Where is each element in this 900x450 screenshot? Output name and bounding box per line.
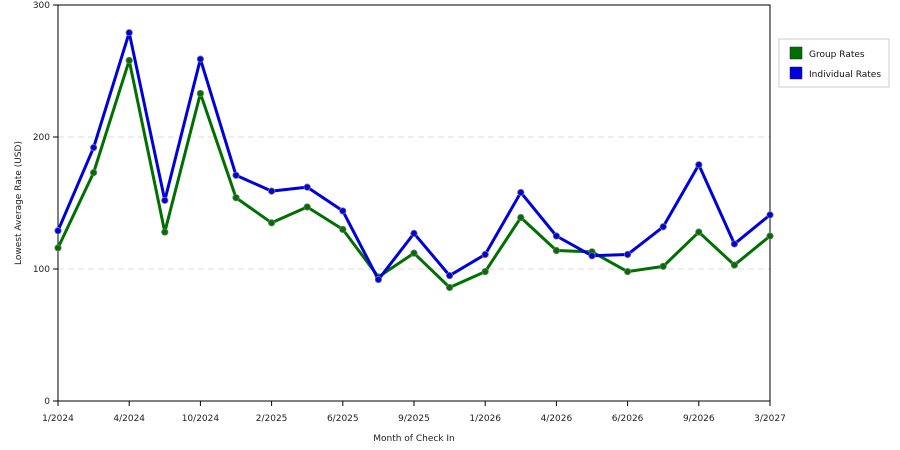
x-axis-ticks: 1/2024 4/2024 10/2024 2/2025 6/2025 9/2025 1/2… <box>42 401 786 424</box>
y-tick-label: 300 <box>33 1 50 11</box>
data-point <box>659 262 667 270</box>
x-tick-label: 4/2024 <box>113 414 145 424</box>
data-point <box>445 271 454 280</box>
y-axis-ticks: 0 100 200 300 <box>33 1 58 407</box>
x-tick-label: 9/2026 <box>683 414 715 424</box>
data-point <box>588 252 596 260</box>
data-point <box>445 283 454 292</box>
data-point <box>161 196 169 204</box>
legend-swatch-group <box>789 46 803 60</box>
legend: Group Rates Individual Rates <box>778 38 890 88</box>
data-point <box>623 250 632 259</box>
data-point <box>339 207 347 215</box>
data-point <box>481 250 489 259</box>
series-line <box>56 31 771 282</box>
data-point <box>90 143 98 152</box>
x-tick-label: 10/2024 <box>182 414 220 424</box>
x-tick-label: 9/2025 <box>398 414 430 424</box>
x-axis-title: Month of Check In <box>373 434 455 444</box>
legend-swatch-individual <box>789 66 803 80</box>
data-point <box>303 183 311 191</box>
y-tick-label: 200 <box>33 133 50 143</box>
data-point <box>517 188 525 197</box>
data-point <box>695 228 703 236</box>
data-point <box>196 89 204 98</box>
data-point <box>374 275 382 284</box>
data-point <box>125 56 133 65</box>
y-axis-title: Lowest Average Rate (USD) <box>14 141 24 265</box>
x-tick-label: 6/2026 <box>612 414 644 424</box>
data-point <box>410 249 418 257</box>
data-point <box>730 261 739 269</box>
data-point <box>623 268 632 276</box>
data-point <box>517 213 525 222</box>
legend-label-group: Group Rates <box>809 50 865 60</box>
data-point <box>695 161 703 169</box>
x-tick-label: 6/2025 <box>327 414 359 424</box>
data-point <box>410 229 418 237</box>
data-point <box>659 223 667 231</box>
data-point <box>303 203 311 211</box>
data-point <box>125 29 133 37</box>
x-tick-label: 2/2025 <box>256 414 288 424</box>
y-tick-label: 0 <box>44 397 50 407</box>
x-tick-label: 4/2026 <box>541 414 573 424</box>
data-point <box>267 187 276 195</box>
data-point <box>481 268 489 276</box>
data-point <box>196 55 204 63</box>
data-point <box>54 227 62 235</box>
data-point <box>730 240 739 248</box>
data-point <box>161 228 169 236</box>
data-point <box>232 194 240 202</box>
data-point <box>766 211 774 219</box>
x-tick-label: 1/2026 <box>469 414 501 424</box>
data-point <box>552 232 561 240</box>
series-individual-rates <box>54 29 774 284</box>
data-point <box>552 246 561 255</box>
data-point <box>54 244 62 252</box>
x-tick-label: 1/2024 <box>42 414 74 424</box>
y-tick-label: 100 <box>33 265 50 275</box>
data-point <box>267 219 276 227</box>
data-point <box>90 169 98 177</box>
data-point <box>339 225 347 233</box>
series-layer <box>54 29 774 292</box>
data-point <box>232 171 240 179</box>
x-tick-label: 3/2027 <box>754 414 786 424</box>
series-group-rates <box>54 56 774 292</box>
legend-label-individual: Individual Rates <box>809 70 881 80</box>
data-point <box>766 232 774 240</box>
